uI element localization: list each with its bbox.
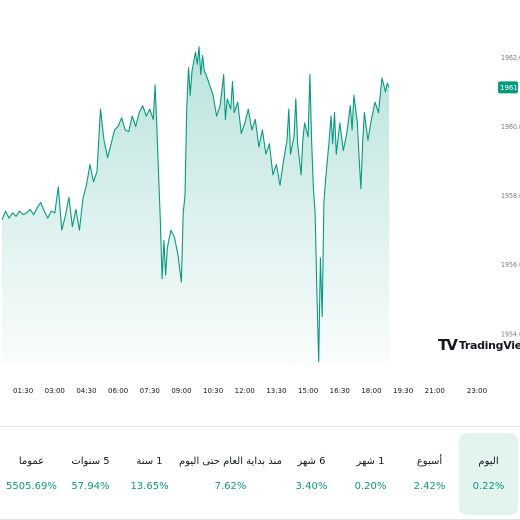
x-tick-label: 04:30 — [76, 387, 96, 395]
x-tick-label: 09:00 — [171, 387, 191, 395]
tradingview-logo-mark: TV — [438, 336, 458, 354]
performance-row: اليوم 0.22% أسبوع 2.42% 1 شهر 0.20% 6 شهر 3.40%… — [2, 433, 518, 515]
performance-period-value: 13.65% — [130, 481, 169, 492]
performance-period-button[interactable]: 5 سنوات 57.94% — [61, 433, 120, 515]
last-price-label-box — [498, 81, 518, 94]
performance-period-button[interactable]: اليوم 0.22% — [458, 433, 518, 515]
performance-period-label: 1 شهر — [356, 456, 385, 467]
price-area — [2, 46, 389, 366]
x-tick-label: 01:30 — [13, 387, 33, 395]
performance-period-button[interactable]: منذ بداية العام حتى اليوم 7.62% — [179, 433, 282, 515]
tradingview-logo: TV TradingView — [438, 336, 520, 354]
performance-period-label: 1 سنة — [136, 456, 163, 467]
performance-period-button[interactable]: 6 شهر 3.40% — [282, 433, 341, 515]
y-tick-label: 1956.00 — [501, 261, 520, 269]
performance-panel: اليوم 0.22% أسبوع 2.42% 1 شهر 0.20% 6 شهر 3.40%… — [0, 426, 520, 520]
x-tick-label: 21:00 — [425, 387, 445, 395]
tradingview-logo-text: TradingView — [458, 338, 520, 352]
x-tick-label: 06:00 — [108, 387, 128, 395]
y-tick-label: 1960.00 — [501, 123, 520, 131]
performance-period-label: 5 سنوات — [71, 456, 110, 467]
y-tick-label: 1958.00 — [501, 192, 520, 200]
x-tick-label: 23:00 — [467, 387, 487, 395]
performance-period-label: اليوم — [478, 456, 499, 467]
x-tick-label: 07:30 — [140, 387, 160, 395]
price-line — [1, 46, 390, 363]
performance-period-label: عموما — [18, 456, 45, 467]
x-tick-label: 12:00 — [235, 387, 255, 395]
performance-period-value: 2.42% — [413, 481, 446, 492]
performance-period-value: 7.62% — [214, 481, 247, 492]
performance-period-button[interactable]: 1 شهر 0.20% — [341, 433, 400, 515]
x-tick-label: 10:30 — [203, 387, 223, 395]
y-tick-label: 1962.00 — [501, 54, 520, 62]
performance-period-label: 6 شهر — [297, 456, 326, 467]
performance-period-value: 0.20% — [354, 481, 387, 492]
x-tick-label: 15:00 — [298, 387, 318, 395]
x-tick-label: 19:30 — [393, 387, 413, 395]
x-tick-label: 18:00 — [361, 387, 381, 395]
x-tick-label: 13:30 — [266, 387, 286, 395]
x-tick-label: 03:00 — [45, 387, 65, 395]
performance-period-button[interactable]: أسبوع 2.42% — [400, 433, 459, 515]
performance-period-label: منذ بداية العام حتى اليوم — [179, 456, 282, 467]
performance-period-value: 0.22% — [472, 481, 505, 492]
performance-period-value: 3.40% — [295, 481, 328, 492]
performance-period-label: أسبوع — [416, 456, 443, 467]
performance-period-button[interactable]: 1 سنة 13.65% — [120, 433, 179, 515]
performance-period-button[interactable]: عموما 5505.69% — [2, 433, 61, 515]
performance-period-value: 5505.69% — [6, 481, 57, 492]
y-tick-label: 1954.00 — [501, 330, 520, 338]
y-axis: 1962.00 1960.00 1958.00 1956.00 1954.00 — [501, 54, 520, 339]
x-tick-label: 16:30 — [330, 387, 350, 395]
last-price-label-text: 1961.13 — [500, 84, 520, 92]
price-chart[interactable]: 1962.00 1960.00 1958.00 1956.00 1954.00 01:3… — [0, 0, 520, 425]
x-axis: 01:30 03:00 04:30 06:00 07:30 09:00 10:30 12:00… — [13, 387, 487, 395]
last-price-label: 1961.13 — [498, 81, 520, 94]
performance-period-value: 57.94% — [71, 481, 110, 492]
